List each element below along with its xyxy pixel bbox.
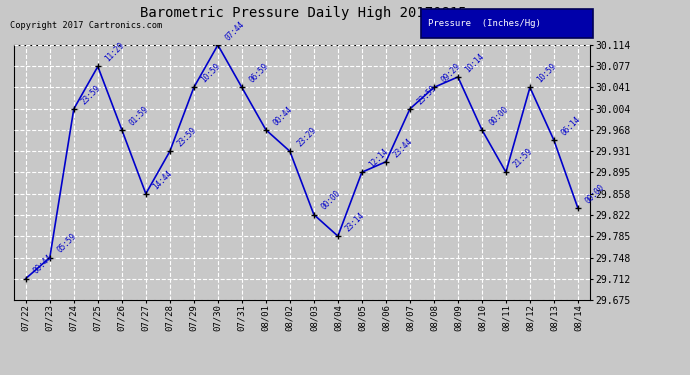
Text: 10:14: 10:14 bbox=[464, 51, 486, 74]
Text: 06:14: 06:14 bbox=[560, 115, 582, 138]
Text: 23:29: 23:29 bbox=[295, 126, 318, 148]
Text: 23:14: 23:14 bbox=[344, 211, 366, 233]
Text: 23:44: 23:44 bbox=[391, 136, 414, 159]
Text: 10:59: 10:59 bbox=[535, 62, 558, 85]
Text: Copyright 2017 Cartronics.com: Copyright 2017 Cartronics.com bbox=[10, 21, 163, 30]
Text: 07:44: 07:44 bbox=[224, 20, 246, 42]
Text: 06:59: 06:59 bbox=[248, 62, 270, 85]
Text: 23:59: 23:59 bbox=[175, 126, 198, 148]
Text: 21:59: 21:59 bbox=[511, 147, 534, 170]
Text: 00:44: 00:44 bbox=[31, 253, 54, 276]
Text: 23:59: 23:59 bbox=[415, 83, 438, 106]
Text: Barometric Pressure Daily High 20170815: Barometric Pressure Daily High 20170815 bbox=[140, 6, 467, 20]
Text: Pressure  (Inches/Hg): Pressure (Inches/Hg) bbox=[428, 19, 541, 28]
Text: 00:00: 00:00 bbox=[319, 189, 342, 212]
Text: 11:29: 11:29 bbox=[104, 41, 126, 64]
Text: 05:59: 05:59 bbox=[55, 232, 78, 255]
Text: 14:44: 14:44 bbox=[151, 168, 174, 191]
Text: 23:59: 23:59 bbox=[79, 83, 102, 106]
Text: 01:59: 01:59 bbox=[128, 104, 150, 127]
Text: 12:14: 12:14 bbox=[368, 147, 390, 170]
Text: 00:44: 00:44 bbox=[271, 104, 294, 127]
Text: 00:00: 00:00 bbox=[584, 183, 607, 206]
Text: 10:59: 10:59 bbox=[199, 62, 222, 85]
Text: 00:00: 00:00 bbox=[487, 104, 510, 127]
Text: 09:29: 09:29 bbox=[440, 62, 462, 85]
